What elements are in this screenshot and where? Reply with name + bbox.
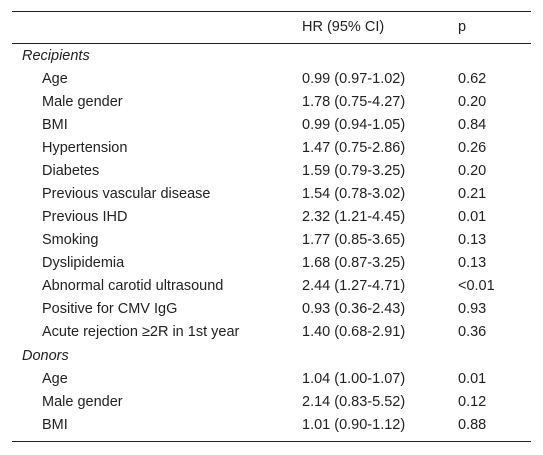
row-hr: 1.68 (0.87-3.25) [302, 255, 406, 271]
row-p: 0.93 [458, 301, 487, 317]
table-row: Positive for CMV IgG 0.93 (0.36-2.43) 0.… [12, 298, 531, 321]
table-header-row: HR (95% CI) p [12, 16, 531, 39]
row-hr: 2.14 (0.83-5.52) [302, 394, 406, 410]
row-variable: Smoking [42, 232, 99, 248]
row-variable: Age [42, 371, 68, 387]
table-top-rule [12, 11, 531, 12]
row-p: 0.88 [458, 417, 487, 433]
row-variable: Previous IHD [42, 209, 128, 225]
row-variable: Diabetes [42, 163, 100, 179]
row-p: 0.20 [458, 94, 487, 110]
row-variable: Age [42, 71, 68, 87]
row-p: <0.01 [458, 278, 495, 294]
row-p: 0.21 [458, 186, 487, 202]
table-row: Hypertension 1.47 (0.75-2.86) 0.26 [12, 137, 531, 160]
row-hr: 2.44 (1.27-4.71) [302, 278, 406, 294]
table-row: Male gender 2.14 (0.83-5.52) 0.12 [12, 391, 531, 414]
table-row: BMI 1.01 (0.90-1.12) 0.88 [12, 414, 531, 437]
row-p: 0.01 [458, 371, 487, 387]
row-p: 0.20 [458, 163, 487, 179]
row-hr: 1.77 (0.85-3.65) [302, 232, 406, 248]
table-row: Diabetes 1.59 (0.79-3.25) 0.20 [12, 160, 531, 183]
row-p: 0.13 [458, 255, 487, 271]
table-header-rule [12, 43, 531, 44]
table-row: Age 1.04 (1.00-1.07) 0.01 [12, 368, 531, 391]
row-hr: 1.59 (0.79-3.25) [302, 163, 406, 179]
row-p: 0.12 [458, 394, 487, 410]
row-hr: 1.54 (0.78-3.02) [302, 186, 406, 202]
row-hr: 1.04 (1.00-1.07) [302, 371, 406, 387]
table-row: BMI 0.99 (0.94-1.05) 0.84 [12, 114, 531, 137]
table-row: Acute rejection ≥2R in 1st year 1.40 (0.… [12, 321, 531, 344]
table-bottom-rule [12, 441, 531, 442]
table-row: Dyslipidemia 1.68 (0.87-3.25) 0.13 [12, 252, 531, 275]
row-variable: Dyslipidemia [42, 255, 125, 271]
group-label: Recipients [22, 48, 90, 64]
row-variable: Male gender [42, 94, 123, 110]
row-hr: 0.99 (0.94-1.05) [302, 117, 406, 133]
row-hr: 1.47 (0.75-2.86) [302, 140, 406, 156]
table-row: Abnormal carotid ultrasound 2.44 (1.27-4… [12, 275, 531, 298]
row-variable: Male gender [42, 394, 123, 410]
row-p: 0.01 [458, 209, 487, 225]
row-variable: BMI [42, 417, 68, 433]
row-p: 0.26 [458, 140, 487, 156]
table-row: Male gender 1.78 (0.75-4.27) 0.20 [12, 91, 531, 114]
row-p: 0.84 [458, 117, 487, 133]
group-label: Donors [22, 348, 69, 364]
row-hr: 1.01 (0.90-1.12) [302, 417, 406, 433]
group-header-recipients: Recipients [12, 45, 531, 68]
row-variable: BMI [42, 117, 68, 133]
group-header-donors: Donors [12, 345, 531, 368]
row-hr: 1.40 (0.68-2.91) [302, 324, 406, 340]
row-variable: Abnormal carotid ultrasound [42, 278, 224, 294]
row-variable: Acute rejection ≥2R in 1st year [42, 324, 240, 340]
table-row: Previous IHD 2.32 (1.21-4.45) 0.01 [12, 206, 531, 229]
header-hr: HR (95% CI) [302, 19, 385, 35]
row-hr: 0.99 (0.97-1.02) [302, 71, 406, 87]
header-p: p [458, 19, 467, 35]
row-hr: 0.93 (0.36-2.43) [302, 301, 406, 317]
row-p: 0.13 [458, 232, 487, 248]
table-row: Smoking 1.77 (0.85-3.65) 0.13 [12, 229, 531, 252]
row-p: 0.62 [458, 71, 487, 87]
row-hr: 2.32 (1.21-4.45) [302, 209, 406, 225]
row-hr: 1.78 (0.75-4.27) [302, 94, 406, 110]
row-variable: Hypertension [42, 140, 128, 156]
row-p: 0.36 [458, 324, 487, 340]
row-variable: Previous vascular disease [42, 186, 211, 202]
table-row: Age 0.99 (0.97-1.02) 0.62 [12, 68, 531, 91]
table-row: Previous vascular disease 1.54 (0.78-3.0… [12, 183, 531, 206]
row-variable: Positive for CMV IgG [42, 301, 178, 317]
